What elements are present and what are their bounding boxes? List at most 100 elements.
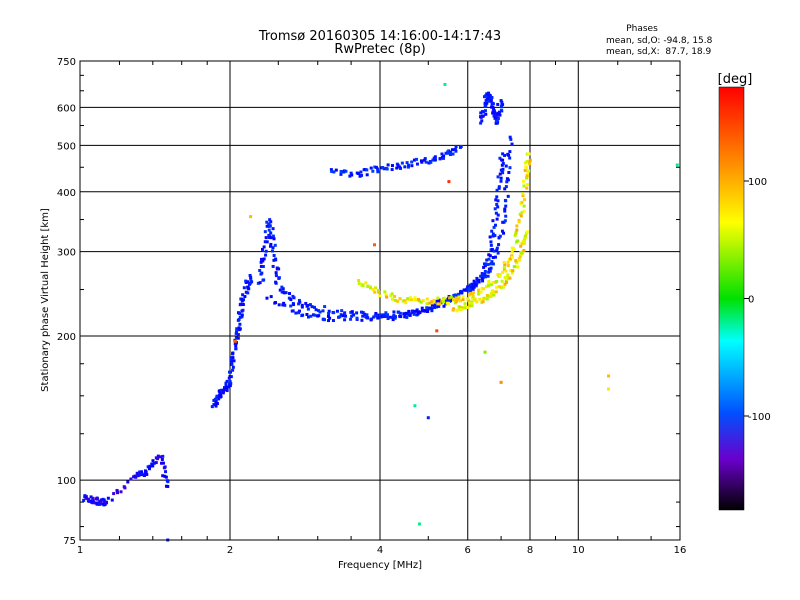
trace-point [148, 464, 152, 468]
trace-point [481, 299, 485, 303]
trace-point [373, 286, 377, 290]
trace-point [508, 135, 512, 139]
trace-point [391, 318, 395, 322]
trace-point [490, 247, 494, 251]
trace-point [391, 315, 395, 319]
trace-point [504, 281, 508, 285]
trace-point [360, 318, 364, 322]
scatter-point [447, 180, 451, 184]
trace-point [489, 240, 493, 244]
trace-point [453, 147, 457, 151]
trace-point [496, 102, 500, 106]
trace-point [470, 304, 474, 308]
trace-point [504, 214, 508, 218]
colorbar-ticks: 100 0 -100 [744, 177, 771, 423]
trace-point [232, 359, 236, 363]
trace-point [463, 306, 467, 310]
trace-point [489, 292, 493, 296]
trace-point [91, 496, 95, 500]
trace-point [456, 292, 460, 296]
trace-point [382, 167, 386, 171]
trace-point [447, 301, 451, 305]
trace-point [407, 309, 411, 313]
trace-point [397, 310, 401, 314]
trace-point [282, 291, 286, 295]
trace-point [82, 498, 86, 502]
trace-point [99, 500, 103, 504]
trace-point [413, 309, 417, 313]
trace-point [265, 240, 269, 244]
trace-point [494, 121, 498, 125]
scatter-point [607, 387, 611, 391]
trace-point [262, 278, 266, 282]
trace-point [402, 312, 406, 316]
trace-point [348, 174, 352, 178]
trace-point [374, 314, 378, 318]
trace-point [501, 167, 505, 171]
trace-point [146, 465, 150, 469]
y-tick-label: 100 [57, 476, 76, 487]
trace-point [521, 193, 525, 197]
trace-point [482, 110, 486, 114]
trace-point [500, 229, 504, 233]
trace-point [503, 207, 507, 211]
trace-point [518, 212, 522, 216]
trace-point [454, 294, 458, 298]
trace-point [164, 475, 168, 479]
trace-point [412, 312, 416, 316]
trace-point [112, 492, 116, 496]
trace-point [269, 220, 273, 224]
trace-point [281, 287, 285, 291]
trace-point [268, 234, 272, 238]
scatter-point [607, 374, 611, 378]
trace-point [407, 163, 411, 167]
scatter-point [426, 416, 430, 420]
trace-point [379, 313, 383, 317]
trace-point [522, 209, 526, 213]
trace-point [500, 279, 504, 283]
trace-point [412, 158, 416, 162]
trace-point [420, 306, 424, 310]
trace-point [277, 303, 281, 307]
trace-point [230, 362, 234, 366]
trace-point [467, 287, 471, 291]
trace-point [487, 279, 491, 283]
trace-point [472, 279, 476, 283]
trace-point [87, 499, 91, 503]
trace-point [444, 302, 448, 306]
trace-point [249, 275, 253, 279]
trace-point [269, 295, 273, 299]
trace-point [376, 316, 380, 320]
trace-point [339, 169, 343, 173]
trace-point [271, 234, 275, 238]
trace-point [363, 312, 367, 316]
trace-point [506, 264, 510, 268]
trace-point [321, 309, 325, 313]
trace-point [343, 313, 347, 317]
trace-point [89, 495, 93, 499]
trace-point [386, 316, 390, 320]
trace-point [510, 246, 514, 250]
trace-point [496, 213, 500, 217]
trace-point [475, 300, 479, 304]
trace-point [383, 290, 387, 294]
scatter-point [233, 339, 237, 343]
trace-point [451, 308, 455, 312]
trace-point [487, 267, 491, 271]
trace-point [492, 293, 496, 297]
trace-point [511, 269, 515, 273]
trace-point [506, 275, 510, 279]
trace-point [259, 264, 263, 268]
trace-point [457, 295, 461, 299]
trace-point [377, 290, 381, 294]
trace-point [331, 319, 335, 323]
trace-point [365, 316, 369, 320]
trace-point [477, 278, 481, 282]
trace-point [436, 296, 440, 300]
trace-point [483, 109, 487, 113]
trace-point [502, 266, 506, 270]
trace-point [234, 336, 238, 340]
trace-point [409, 298, 413, 302]
trace-point [294, 311, 298, 315]
trace-point [521, 240, 525, 244]
